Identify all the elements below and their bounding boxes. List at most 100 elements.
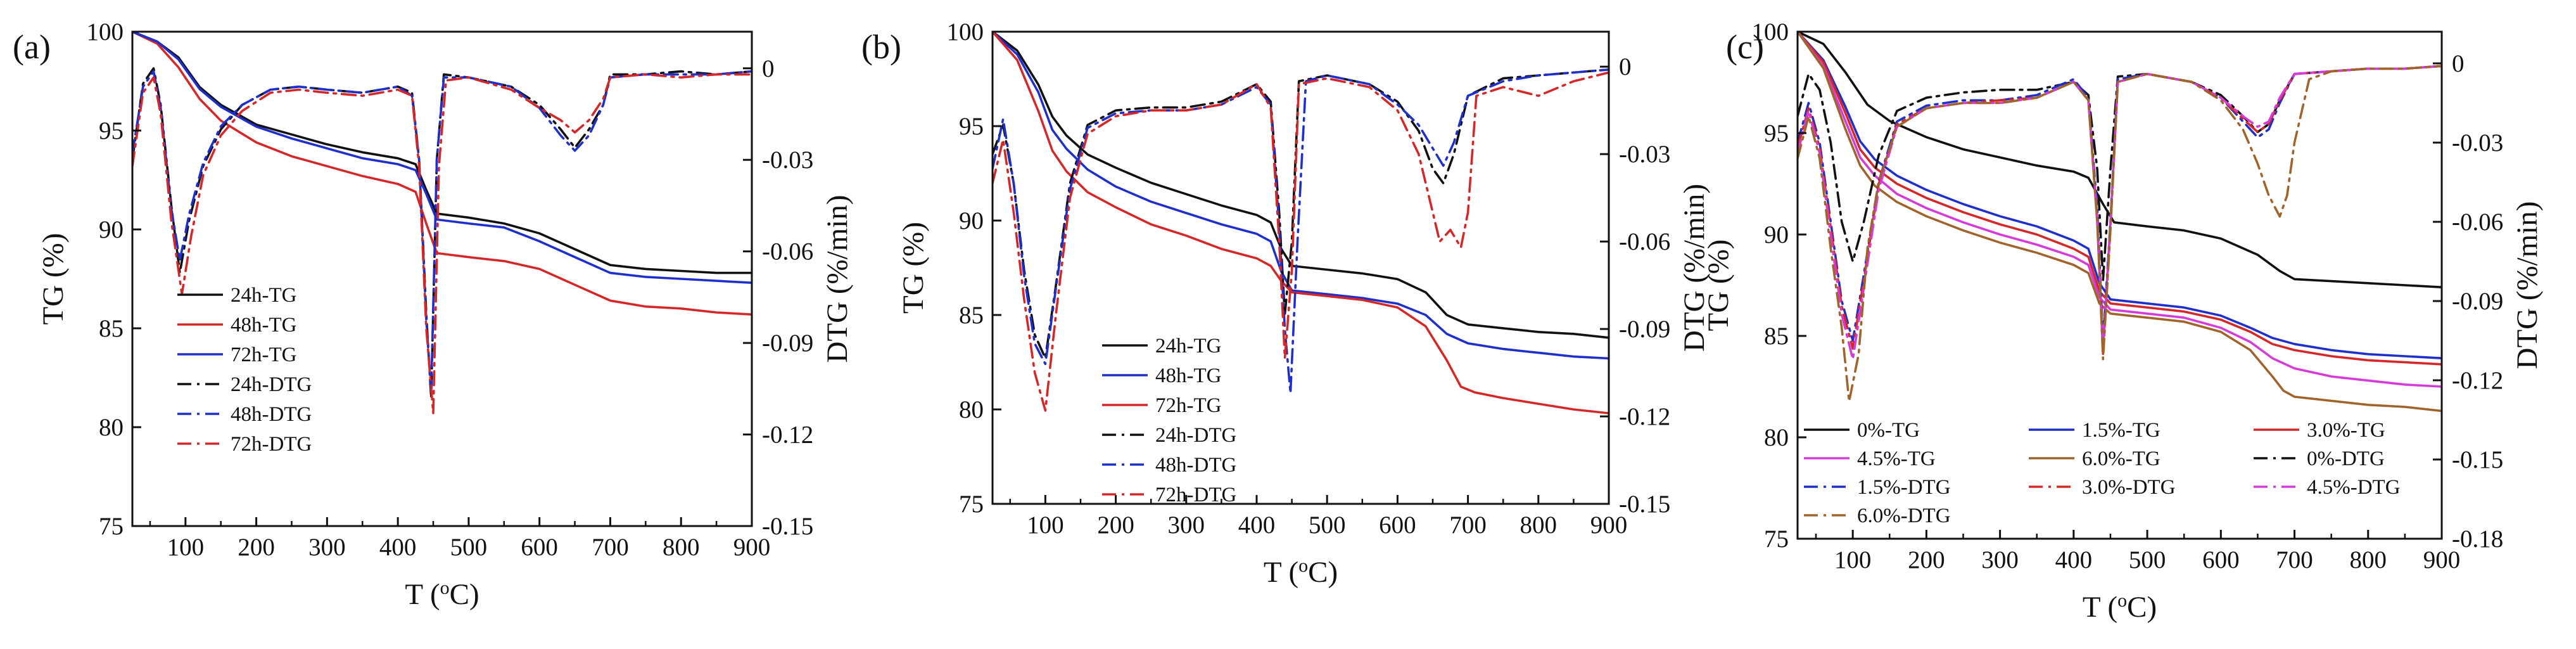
x-tick-label: 300: [1168, 511, 1205, 539]
y-right-tick-label: 0: [762, 55, 775, 82]
x-tick-label: 200: [238, 534, 275, 561]
y-left-tick-label: 85: [99, 315, 124, 342]
legend-label: 24h-TG: [231, 284, 296, 307]
legend-label: 0%-TG: [1857, 419, 1920, 442]
y-right-tick-label: -0.09: [1619, 316, 1670, 343]
y-right-tick-label: -0.18: [2452, 525, 2503, 553]
x-tick-label: 100: [1834, 546, 1872, 574]
plot-frame: [1796, 30, 2443, 540]
y-left-tick-label: 75: [99, 513, 124, 540]
legend-label: 24h-TG: [1155, 335, 1221, 357]
y-right-tick-label: 0: [1619, 53, 1632, 80]
y-left-tick-label: 90: [99, 216, 124, 243]
panel-label: (a): [13, 28, 51, 66]
series-line-48h-dtg: [993, 68, 1609, 394]
x-tick-label: 800: [1520, 511, 1558, 539]
plot-frame: [131, 30, 753, 527]
y-left-tick-label: 85: [1764, 323, 1789, 350]
x-tick-label: 600: [1379, 511, 1416, 539]
series-line-24h-tg: [993, 32, 1609, 339]
y-right-tick-label: -0.12: [762, 421, 813, 449]
y-right-axis-label: DTG (%/min): [2511, 202, 2544, 369]
legend-label: 24h-DTG: [231, 373, 312, 396]
y-right-tick-label: -0.03: [762, 146, 813, 174]
series-line-72h-dtg: [993, 71, 1609, 412]
y-left-tick-label: 85: [959, 302, 984, 329]
y-right-axis-label: DTG (%/min): [1678, 184, 1711, 352]
series-line-0-tg: [1798, 32, 2442, 288]
x-tick-label: 300: [308, 534, 346, 561]
y-right-tick-label: -0.03: [2452, 129, 2503, 157]
legend-label: 4.5%-TG: [1857, 447, 1936, 470]
plot-frame: [991, 30, 1610, 505]
x-tick-label: 100: [1027, 511, 1064, 539]
series-line-4-5-dtg: [1798, 65, 2442, 361]
legend-label: 1.5%-TG: [2082, 419, 2160, 442]
legend-label: 72h-TG: [231, 344, 296, 366]
x-tick-label: 100: [167, 534, 205, 561]
legend: 24h-TG 48h-TG 72h-TG 24h-DTG 48h-DTG 72h-DTG: [177, 284, 312, 456]
series-line-24h-tg: [132, 32, 752, 274]
y-right-tick-label: -0.09: [762, 330, 813, 357]
legend-label: 72h-TG: [1155, 394, 1221, 417]
x-tick-label: 200: [1097, 511, 1134, 539]
series-line-24h-dtg: [993, 68, 1609, 359]
y-right-axis-label: DTG (%/min): [821, 195, 854, 363]
y-left-tick-label: 95: [99, 117, 124, 145]
legend: 0%-TG 1.5%-TG 3.0%-TG 4.5%-TG 6.0%-TG 0%-DTG 1…: [1804, 419, 2401, 527]
x-tick-label: 900: [733, 534, 771, 561]
panel-label: (c): [1726, 28, 1764, 66]
legend-label: 1.5%-DTG: [1857, 476, 1951, 499]
x-tick-label: 500: [2129, 546, 2166, 574]
x-tick-label: 800: [2350, 546, 2387, 574]
legend-label: 3.0%-DTG: [2082, 476, 2176, 499]
y-left-tick-label: 100: [947, 18, 984, 46]
series-line-1-5-tg: [1798, 32, 2442, 359]
y-left-tick-label: 75: [959, 491, 984, 518]
x-tick-label: 400: [379, 534, 417, 561]
x-axis-label: T (oC): [405, 577, 479, 611]
x-tick-label: 800: [663, 534, 700, 561]
series-line-72h-dtg: [132, 73, 752, 414]
y-left-tick-label: 80: [99, 414, 124, 441]
series-line-24h-dtg: [132, 67, 752, 399]
chart-panel-3: (c)100 200 300 400 500 600 700 800 9007580859095…: [1702, 18, 2544, 624]
series-line-6-0-tg: [1798, 32, 2442, 413]
x-tick-label: 600: [521, 534, 558, 561]
x-tick-label: 500: [1309, 511, 1346, 539]
y-right-tick-label: -0.03: [1619, 141, 1670, 168]
y-left-tick-label: 80: [959, 396, 984, 423]
y-right-tick-label: -0.06: [2452, 209, 2503, 236]
x-tick-label: 500: [450, 534, 488, 561]
legend-label: 48h-DTG: [231, 403, 312, 426]
series-line-6-0-dtg: [1798, 65, 2442, 403]
series-line-72h-tg: [132, 32, 752, 284]
series-group: [993, 32, 1609, 414]
y-left-tick-label: 95: [959, 113, 984, 140]
y-right-tick-label: -0.12: [1619, 403, 1670, 430]
x-tick-label: 700: [2276, 546, 2313, 574]
panel-label: (b): [861, 28, 901, 66]
y-right-tick-label: -0.09: [2452, 288, 2503, 315]
legend-label: 3.0%-TG: [2307, 419, 2385, 442]
legend-label: 6.0%-TG: [2082, 447, 2160, 470]
x-tick-label: 200: [1908, 546, 1945, 574]
y-right-tick-label: -0.15: [1619, 491, 1670, 518]
legend: 24h-TG 48h-TG 72h-TG 24h-DTG 48h-DTG 72h-DTG: [1102, 335, 1236, 506]
x-axis-label: T (oC): [1264, 555, 1338, 589]
series-line-48h-tg: [993, 32, 1609, 360]
legend-label: 0%-DTG: [2307, 447, 2385, 470]
y-left-tick-label: 90: [1764, 221, 1789, 248]
y-right-tick-label: -0.15: [2452, 446, 2503, 473]
series-group: [132, 32, 752, 414]
y-left-axis-label: TG (%): [1702, 240, 1735, 331]
x-tick-label: 900: [2423, 546, 2461, 574]
legend-label: 72h-DTG: [1155, 484, 1236, 506]
x-tick-label: 900: [1590, 511, 1628, 539]
y-left-tick-label: 90: [959, 207, 984, 235]
y-left-tick-label: 75: [1764, 525, 1789, 553]
y-right-tick-label: -0.15: [762, 513, 813, 540]
series-line-3-0-tg: [1798, 32, 2442, 366]
legend-label: 48h-TG: [231, 314, 296, 337]
legend-label: 72h-DTG: [231, 433, 312, 456]
